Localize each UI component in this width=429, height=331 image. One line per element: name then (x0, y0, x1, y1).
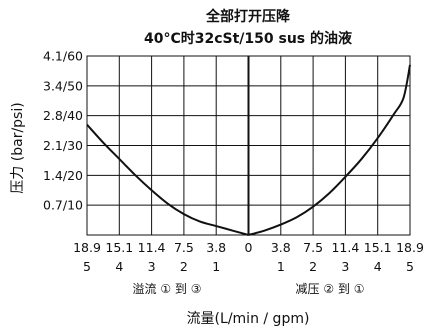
series-line-left (86, 123, 249, 236)
x-tick-label-lpm: 15.1 (105, 240, 133, 255)
x-tick-label-lpm: 3.8 (206, 240, 226, 255)
x-tick-label-lpm: 15.1 (364, 240, 392, 255)
direction-label-right: 减压 ② 到 ① (296, 282, 365, 296)
x-tick-label-lpm: 18.9 (396, 240, 424, 255)
y-tick-label: 3.4/50 (43, 78, 83, 93)
x-tick-label-lpm: 0 (245, 240, 253, 255)
chart-subtitle: 40°C时32cSt/150 sus 的油液 (144, 30, 353, 47)
y-tick-label: 2.8/40 (43, 108, 83, 123)
x-tick-label-lpm: 18.9 (73, 240, 101, 255)
series-lines (86, 64, 411, 236)
x-tick-label-gpm: 3 (341, 259, 349, 274)
x-tick-label-gpm: 4 (374, 259, 382, 274)
x-tick-label-lpm: 7.5 (303, 240, 323, 255)
x-tick-labels: 18.9 5 15.1 4 11.4 3 7.5 2 3.8 1 0 3.8 1 7.5 2 11.4 3 15.… (73, 240, 424, 274)
y-axis-title: 压力 (bar/psi) (10, 102, 26, 193)
x-tick-label-lpm: 11.4 (331, 240, 359, 255)
chart-title: 全部打开压降 (205, 8, 291, 25)
x-axis-title: 流量(L/min / gpm) (187, 311, 310, 327)
y-tick-label: 4.1/60 (43, 49, 83, 64)
x-tick-label-gpm: 2 (180, 259, 188, 274)
x-tick-label-gpm: 5 (406, 259, 414, 274)
x-tick-label-gpm: 3 (148, 259, 156, 274)
x-tick-label-gpm: 5 (83, 259, 91, 274)
y-tick-label: 1.4/20 (43, 168, 83, 183)
series-line-right (248, 64, 411, 236)
x-tick-label-gpm: 1 (212, 259, 220, 274)
x-tick-label-gpm: 2 (309, 259, 317, 274)
x-tick-label-lpm: 3.8 (271, 240, 291, 255)
x-tick-label-gpm: 4 (115, 259, 123, 274)
direction-label-left: 溢流 ① 到 ③ (133, 282, 202, 296)
x-tick-label-lpm: 11.4 (138, 240, 166, 255)
x-tick-label-lpm: 7.5 (174, 240, 194, 255)
y-tick-label: 2.1/30 (43, 138, 83, 153)
x-tick-label-gpm: 1 (277, 259, 285, 274)
y-tick-label: 0.7/10 (43, 198, 83, 213)
y-tick-labels: 4.1/60 3.4/50 2.8/40 2.1/30 1.4/20 0.7/10 (43, 49, 83, 213)
